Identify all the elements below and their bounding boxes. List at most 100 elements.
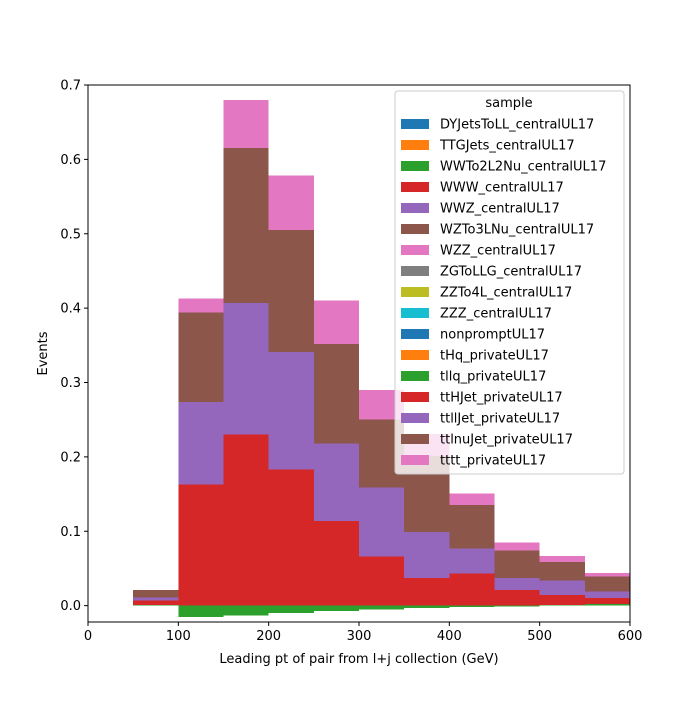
legend-swatch — [401, 434, 429, 444]
legend-swatch — [401, 266, 429, 276]
bar-wzto3lnu-centralul17-bin-4 — [313, 343, 359, 444]
legend-swatch — [401, 182, 429, 192]
y-axis-label: Events — [36, 331, 51, 375]
bar-wwz-centralul17-bin-4 — [313, 443, 359, 521]
bar-www-centralul17-bin-10 — [584, 598, 630, 605]
x-tick-label: 300 — [347, 629, 372, 644]
legend-label: tllq_privateUL17 — [440, 370, 546, 385]
legend-swatch — [401, 392, 429, 402]
bar-www-centralul17-bin-5 — [359, 556, 405, 606]
legend-label: ZZZ_centralUL17 — [440, 307, 552, 322]
legend-title: sample — [485, 96, 532, 111]
legend-label: ttlnuJet_privateUL17 — [440, 433, 573, 448]
bar-wzz-centralul17-bin-4 — [313, 300, 359, 344]
bar-wzz-centralul17-bin-9 — [539, 555, 585, 562]
bar-wwto2l2nu-centralul17-bin-0 — [133, 604, 179, 606]
x-axis-label: Leading pt of pair from l+j collection (… — [219, 652, 498, 667]
bar-wzz-centralul17-bin-1 — [178, 298, 224, 313]
bar-wzz-centralul17-bin-10 — [584, 572, 630, 577]
legend-label: ZZTo4L_centralUL17 — [440, 286, 572, 301]
legend-swatch — [401, 287, 429, 297]
bar-wzto3lnu-centralul17-bin-7 — [449, 505, 495, 549]
legend-label: DYJetsToLL_centralUL17 — [440, 118, 594, 133]
legend-swatch — [401, 455, 429, 465]
bar-wwz-centralul17-bin-2 — [223, 302, 269, 435]
legend-label: ttllJet_privateUL17 — [440, 412, 560, 427]
bar-wzto3lnu-centralul17-bin-10 — [584, 576, 630, 592]
y-tick-label: 0.2 — [60, 450, 81, 465]
bar-wzz-centralul17-bin-3 — [268, 175, 314, 231]
bar-wwz-centralul17-bin-9 — [539, 580, 585, 596]
legend-swatch — [401, 224, 429, 234]
legend-label: WZTo3LNu_centralUL17 — [440, 223, 594, 238]
bar-www-centralul17-bin-9 — [539, 595, 585, 605]
bar-wwto2l2nu-centralul17-bin-3 — [268, 605, 314, 614]
bar-wwz-centralul17-bin-1 — [178, 401, 224, 485]
legend-label: tttt_privateUL17 — [440, 454, 546, 469]
x-tick-label: 0 — [84, 629, 92, 644]
x-tick-label: 600 — [618, 629, 643, 644]
bars-layer — [133, 99, 630, 617]
bar-wwz-centralul17-bin-3 — [268, 352, 314, 470]
y-tick-label: 0.4 — [60, 302, 81, 317]
bar-wwto2l2nu-centralul17-bin-10 — [584, 604, 630, 606]
bar-www-centralul17-bin-0 — [133, 600, 179, 605]
bar-www-centralul17-bin-6 — [404, 578, 450, 606]
bar-wwz-centralul17-bin-0 — [133, 597, 179, 601]
bar-wwto2l2nu-centralul17-bin-1 — [178, 605, 224, 617]
legend-label: nonpromptUL17 — [440, 328, 545, 343]
bar-wzto3lnu-centralul17-bin-0 — [133, 590, 179, 598]
bar-wzto3lnu-centralul17-bin-3 — [268, 230, 314, 353]
bar-wwto2l2nu-centralul17-bin-5 — [359, 605, 405, 610]
legend: sample DYJetsToLL_centralUL17 TTGJets_cen… — [394, 90, 625, 475]
bar-wzto3lnu-centralul17-bin-1 — [178, 312, 224, 402]
bar-www-centralul17-bin-1 — [178, 484, 224, 606]
bar-wzto3lnu-centralul17-bin-2 — [223, 148, 269, 303]
y-tick-label: 0.0 — [60, 599, 81, 614]
legend-label: WZZ_centralUL17 — [440, 244, 556, 259]
legend-label: TTGJets_centralUL17 — [439, 139, 575, 154]
legend-label: WWW_centralUL17 — [440, 181, 564, 196]
bar-www-centralul17-bin-8 — [494, 590, 540, 606]
legend-frame — [394, 90, 625, 475]
legend-swatch — [401, 329, 429, 339]
legend-swatch — [401, 119, 429, 129]
bar-www-centralul17-bin-4 — [313, 520, 359, 606]
bar-wwto2l2nu-centralul17-bin-8 — [494, 605, 540, 607]
x-tick-label: 500 — [527, 629, 552, 644]
legend-swatch — [401, 203, 429, 213]
bar-wzz-centralul17-bin-7 — [449, 493, 495, 506]
legend-swatch — [401, 350, 429, 360]
bar-wzto3lnu-centralul17-bin-8 — [494, 550, 540, 579]
bar-wwz-centralul17-bin-8 — [494, 578, 540, 591]
bar-wzto3lnu-centralul17-bin-9 — [539, 561, 585, 581]
y-tick-label: 0.5 — [60, 227, 81, 242]
legend-swatch — [401, 308, 429, 318]
bar-wwz-centralul17-bin-5 — [359, 487, 405, 557]
legend-label: WWZ_centralUL17 — [440, 202, 560, 217]
bar-www-centralul17-bin-7 — [449, 573, 495, 606]
bar-www-centralul17-bin-2 — [223, 434, 269, 606]
x-tick-label: 100 — [166, 629, 191, 644]
bar-wwto2l2nu-centralul17-bin-7 — [449, 605, 495, 608]
legend-swatch — [401, 413, 429, 423]
bar-wwz-centralul17-bin-10 — [584, 591, 630, 599]
bar-wwto2l2nu-centralul17-bin-6 — [404, 605, 450, 608]
legend-label: ttHJet_privateUL17 — [440, 391, 563, 406]
legend-swatch — [401, 140, 429, 150]
bar-wwz-centralul17-bin-7 — [449, 548, 495, 574]
bar-wwto2l2nu-centralul17-bin-9 — [539, 604, 585, 606]
y-tick-label: 0.3 — [60, 376, 81, 391]
legend-label: WWTo2L2Nu_centralUL17 — [440, 160, 606, 175]
legend-label: tHq_privateUL17 — [440, 349, 549, 364]
bar-www-centralul17-bin-3 — [268, 469, 314, 606]
y-tick-label: 0.6 — [60, 153, 81, 168]
bar-wwto2l2nu-centralul17-bin-2 — [223, 605, 269, 616]
bar-wzz-centralul17-bin-8 — [494, 542, 540, 551]
legend-label: ZGToLLG_centralUL17 — [440, 265, 582, 280]
legend-swatch — [401, 371, 429, 381]
axes-layer: 0 100 200 300 400 500 600 0.0 0.1 0.2 0.3 0.4 0.5 0.6… — [60, 79, 642, 645]
bar-wwz-centralul17-bin-6 — [404, 532, 450, 579]
